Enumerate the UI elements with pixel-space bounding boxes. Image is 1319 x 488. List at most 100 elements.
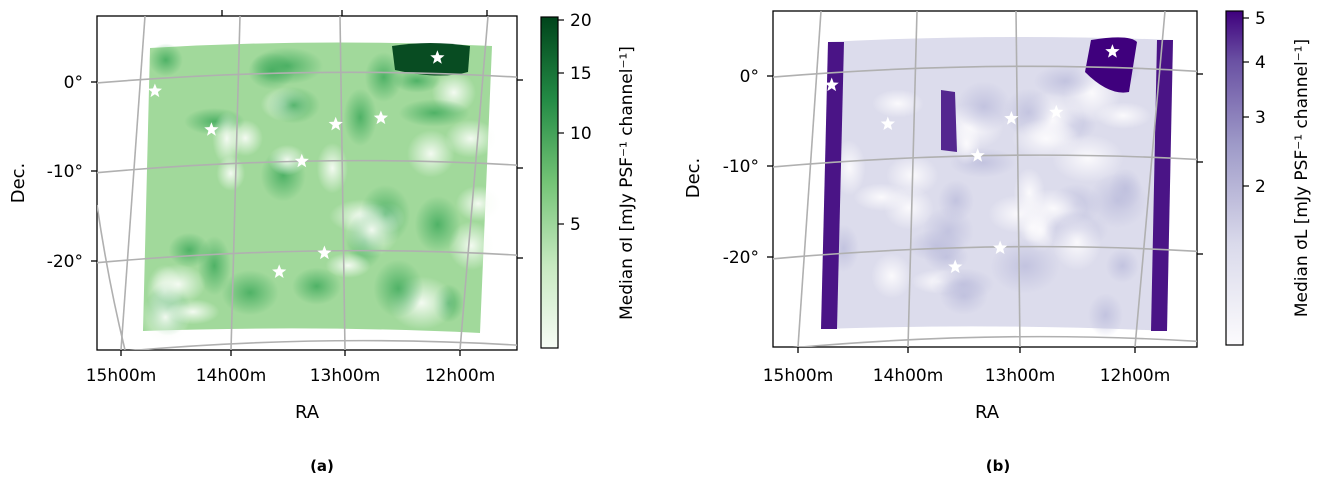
xtick-a-1: 14h00m bbox=[196, 366, 267, 386]
cbtick-a-1: 15 bbox=[570, 64, 592, 84]
noise-blob bbox=[316, 142, 349, 194]
ytick-a-1: -10° bbox=[47, 162, 83, 182]
ytick-b-1: -10° bbox=[723, 157, 759, 177]
noise-blob bbox=[1087, 172, 1148, 229]
noise-blob bbox=[937, 179, 975, 222]
noise-blob bbox=[267, 86, 320, 124]
chart-a-svg: 15h00m 14h00m 13h00m 12h00m 0° -10° -20°… bbox=[8, 10, 637, 475]
noise-blob bbox=[197, 235, 231, 296]
star-marker bbox=[993, 240, 1008, 254]
colorbar-b bbox=[1225, 10, 1244, 346]
noise-blob bbox=[931, 268, 995, 301]
panel-a: 15h00m 14h00m 13h00m 12h00m 0° -10° -20°… bbox=[0, 0, 660, 484]
star-marker bbox=[1049, 104, 1064, 119]
star-marker bbox=[204, 122, 219, 136]
cbtick-a-2: 10 bbox=[570, 124, 592, 144]
star-marker bbox=[430, 50, 445, 64]
star-marker bbox=[824, 77, 839, 92]
noise-blob bbox=[166, 299, 220, 325]
star-marker bbox=[317, 245, 332, 260]
noise-blob bbox=[455, 185, 501, 222]
noise-blob bbox=[407, 129, 455, 178]
ytick-a-2: -20° bbox=[47, 252, 83, 272]
xtick-a-3: 12h00m bbox=[425, 366, 496, 386]
star-marker bbox=[328, 116, 343, 131]
xtick-b-0: 15h00m bbox=[763, 366, 834, 386]
noise-blob bbox=[956, 81, 1012, 133]
colorbar-ticks-a bbox=[558, 19, 564, 225]
ticks-b bbox=[767, 73, 1203, 353]
noise-blob bbox=[343, 88, 377, 147]
star-marker bbox=[373, 110, 388, 125]
high-noise-region-b bbox=[1085, 37, 1137, 93]
left-edge-region-b bbox=[821, 42, 844, 329]
star-marker bbox=[970, 148, 985, 162]
ra-line-14h bbox=[230, 16, 241, 350]
noise-blob bbox=[1095, 102, 1152, 129]
ticks-a bbox=[91, 10, 523, 356]
ra-line-edge bbox=[97, 204, 126, 350]
noise-blob bbox=[1105, 248, 1140, 284]
noise-blob bbox=[853, 183, 910, 212]
noise-blob bbox=[268, 144, 306, 176]
panel-b: 15h00m 14h00m 13h00m 12h00m 0° -10° -20°… bbox=[659, 0, 1319, 484]
noise-texture-a bbox=[140, 43, 501, 344]
noise-blob bbox=[364, 52, 403, 102]
cbtick-b-3: 2 bbox=[1255, 177, 1266, 197]
dec-line-m30 bbox=[129, 339, 517, 350]
noise-blob bbox=[344, 203, 400, 257]
ytick-a-0: 0° bbox=[64, 73, 83, 93]
colorbar-ticks-b bbox=[1243, 17, 1249, 187]
ra-line-12h bbox=[459, 16, 489, 350]
dec-line-0 bbox=[97, 71, 517, 84]
noise-blob bbox=[373, 259, 424, 318]
xtick-b-3: 12h00m bbox=[1100, 366, 1171, 386]
caption-a: (a) bbox=[310, 457, 334, 475]
star-marker bbox=[1105, 44, 1120, 58]
noise-texture-b bbox=[828, 53, 1152, 338]
xtick-b-2: 13h00m bbox=[985, 366, 1056, 386]
high-noise-region-a bbox=[392, 43, 470, 76]
noise-blob bbox=[445, 119, 497, 158]
noise-blob bbox=[148, 43, 183, 77]
noise-blob bbox=[221, 270, 279, 316]
cbtick-b-2: 3 bbox=[1255, 108, 1266, 128]
coordinate-grid-b bbox=[773, 11, 1197, 347]
xtick-a-2: 13h00m bbox=[310, 366, 381, 386]
star-marker bbox=[948, 259, 963, 273]
cbtick-a-3: 5 bbox=[570, 215, 581, 235]
noise-blob bbox=[871, 253, 913, 299]
xlabel-b: RA bbox=[975, 402, 1000, 423]
xlabel-a: RA bbox=[295, 402, 320, 423]
star-marker bbox=[880, 116, 895, 130]
caption-b: (b) bbox=[986, 457, 1010, 475]
chart-b-svg: 15h00m 14h00m 13h00m 12h00m 0° -10° -20°… bbox=[683, 9, 1312, 475]
star-marker bbox=[294, 153, 309, 168]
noise-blob bbox=[1033, 64, 1098, 98]
star-marker bbox=[1004, 111, 1019, 125]
colorbar-a bbox=[540, 16, 559, 349]
noise-blob bbox=[212, 111, 242, 166]
cbtick-a-0: 20 bbox=[570, 11, 592, 31]
cbtick-b-1: 4 bbox=[1255, 53, 1266, 73]
ra-line-13h bbox=[339, 16, 346, 350]
star-markers-a bbox=[147, 50, 445, 278]
noise-blob bbox=[1087, 293, 1124, 338]
ra-line-15h bbox=[120, 16, 146, 350]
noise-blob bbox=[414, 196, 461, 254]
dec-line-m20 bbox=[97, 249, 517, 264]
noise-blob bbox=[1011, 118, 1081, 159]
noise-blob bbox=[398, 99, 470, 127]
xtick-a-0: 15h00m bbox=[86, 366, 157, 386]
ylabel-b: Dec. bbox=[683, 158, 704, 199]
stripe-region-b bbox=[941, 90, 957, 152]
noise-blob bbox=[248, 52, 296, 90]
noise-blob bbox=[325, 253, 371, 278]
ytick-b-2: -20° bbox=[723, 248, 759, 268]
ylabel-a: Dec. bbox=[8, 163, 29, 204]
xtick-b-1: 14h00m bbox=[873, 366, 944, 386]
colorbar-label-a: Median σI [mJy PSF⁻¹ channel⁻¹] bbox=[617, 46, 637, 320]
cbtick-b-0: 5 bbox=[1255, 9, 1266, 29]
noise-blob bbox=[150, 264, 206, 305]
star-marker bbox=[272, 264, 287, 278]
